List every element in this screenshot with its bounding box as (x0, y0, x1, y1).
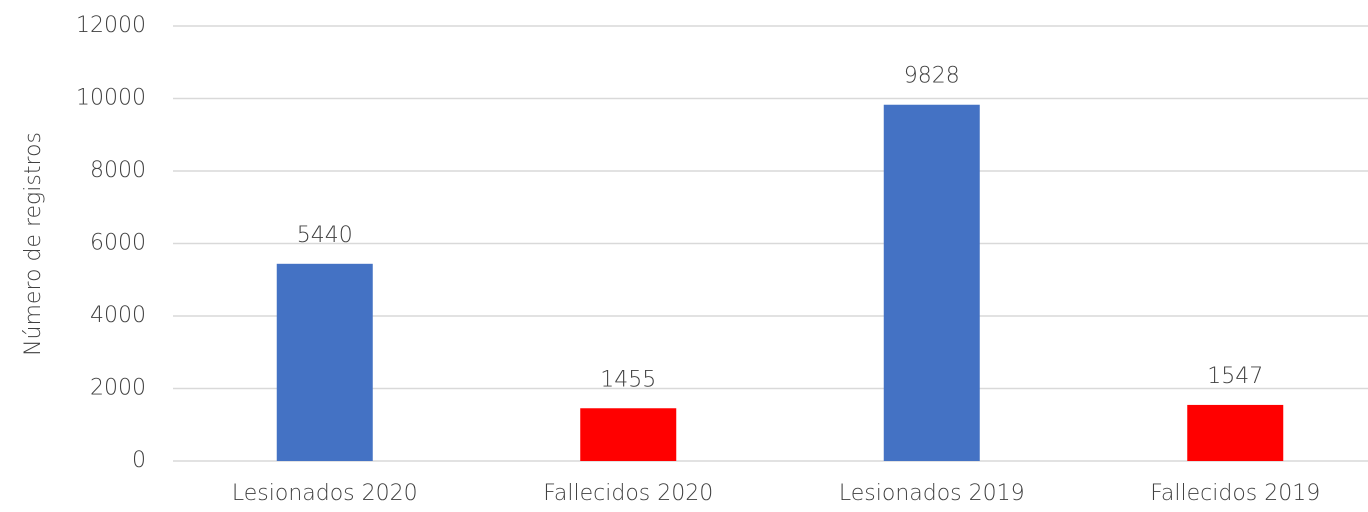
x-tick-label: Fallecidos 2020 (543, 481, 713, 506)
x-tick-label: Lesionados 2019 (839, 481, 1025, 506)
data-label: 1455 (600, 367, 656, 392)
y-tick-label: 6000 (90, 231, 146, 256)
y-tick-label: 4000 (90, 303, 146, 328)
y-tick-label: 8000 (90, 158, 146, 183)
y-tick-label: 0 (132, 448, 146, 473)
y-tick-label: 12000 (76, 13, 146, 38)
data-label: 5440 (297, 223, 353, 248)
x-tick-label: Lesionados 2020 (232, 481, 418, 506)
data-label: 9828 (904, 64, 960, 89)
bar (276, 263, 373, 461)
bar (580, 408, 677, 461)
bar (1187, 404, 1284, 461)
x-tick-label: Fallecidos 2019 (1150, 481, 1320, 506)
y-axis-label: Número de registros (21, 132, 46, 356)
y-tick-label: 2000 (90, 376, 146, 401)
y-tick-label: 10000 (76, 86, 146, 111)
bar (883, 104, 980, 462)
data-label: 1547 (1207, 364, 1263, 389)
